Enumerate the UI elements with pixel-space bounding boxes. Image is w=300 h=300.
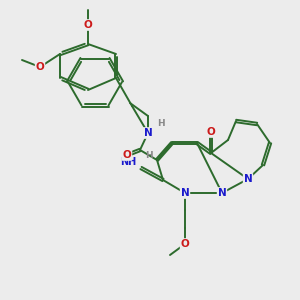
Text: O: O: [181, 239, 189, 249]
Text: O: O: [36, 62, 44, 72]
Text: O: O: [84, 20, 92, 30]
Text: O: O: [207, 127, 215, 137]
Text: H: H: [157, 119, 165, 128]
Text: NH: NH: [120, 157, 136, 167]
Text: H: H: [145, 152, 153, 160]
Text: O: O: [123, 150, 131, 160]
Text: N: N: [181, 188, 189, 198]
Text: N: N: [144, 128, 152, 138]
Text: N: N: [218, 188, 226, 198]
Text: N: N: [244, 174, 252, 184]
